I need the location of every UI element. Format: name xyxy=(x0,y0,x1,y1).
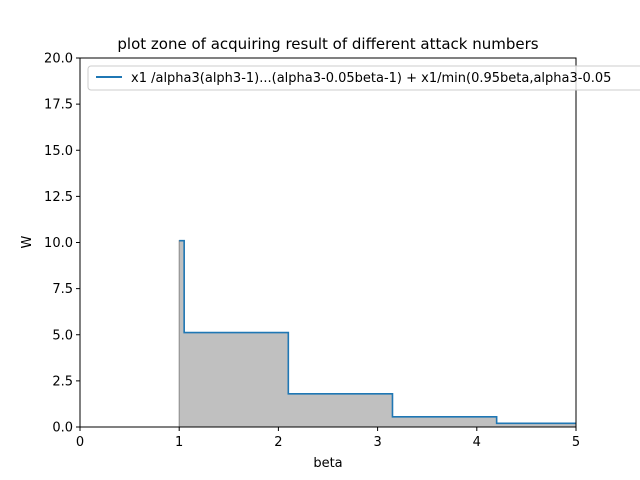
y-tick-label: 15.0 xyxy=(44,144,73,159)
y-tick-label: 17.5 xyxy=(44,98,73,113)
x-tick-label: 1 xyxy=(175,435,183,450)
x-axis-label: beta xyxy=(313,456,342,471)
y-tick-label: 2.5 xyxy=(52,374,73,389)
legend: x1 /alpha3(alph3-1)...(alpha3-0.05beta-1… xyxy=(87,65,640,91)
x-tick-label: 0 xyxy=(76,435,84,450)
series-line xyxy=(179,239,576,425)
x-tick-label: 2 xyxy=(274,435,282,450)
y-tick-label: 7.5 xyxy=(52,282,73,297)
x-tick-label: 4 xyxy=(473,435,481,450)
y-axis-label: W xyxy=(20,235,35,248)
y-tick-label: 0.0 xyxy=(52,421,73,436)
y-tick-label: 10.0 xyxy=(44,236,73,251)
legend-label: x1 /alpha3(alph3-1)...(alpha3-0.05beta-1… xyxy=(131,71,611,86)
legend-box xyxy=(87,65,640,91)
series-fill-area xyxy=(178,240,577,428)
y-tick-label: 20.0 xyxy=(44,52,73,67)
chart-title: plot zone of acquiring result of differe… xyxy=(117,35,538,53)
x-tick-label: 3 xyxy=(373,435,381,450)
plot-frame xyxy=(79,57,577,428)
y-tick-label: 12.5 xyxy=(44,190,73,205)
y-tick-label: 5.0 xyxy=(52,328,73,343)
x-tick-label: 5 xyxy=(572,435,580,450)
